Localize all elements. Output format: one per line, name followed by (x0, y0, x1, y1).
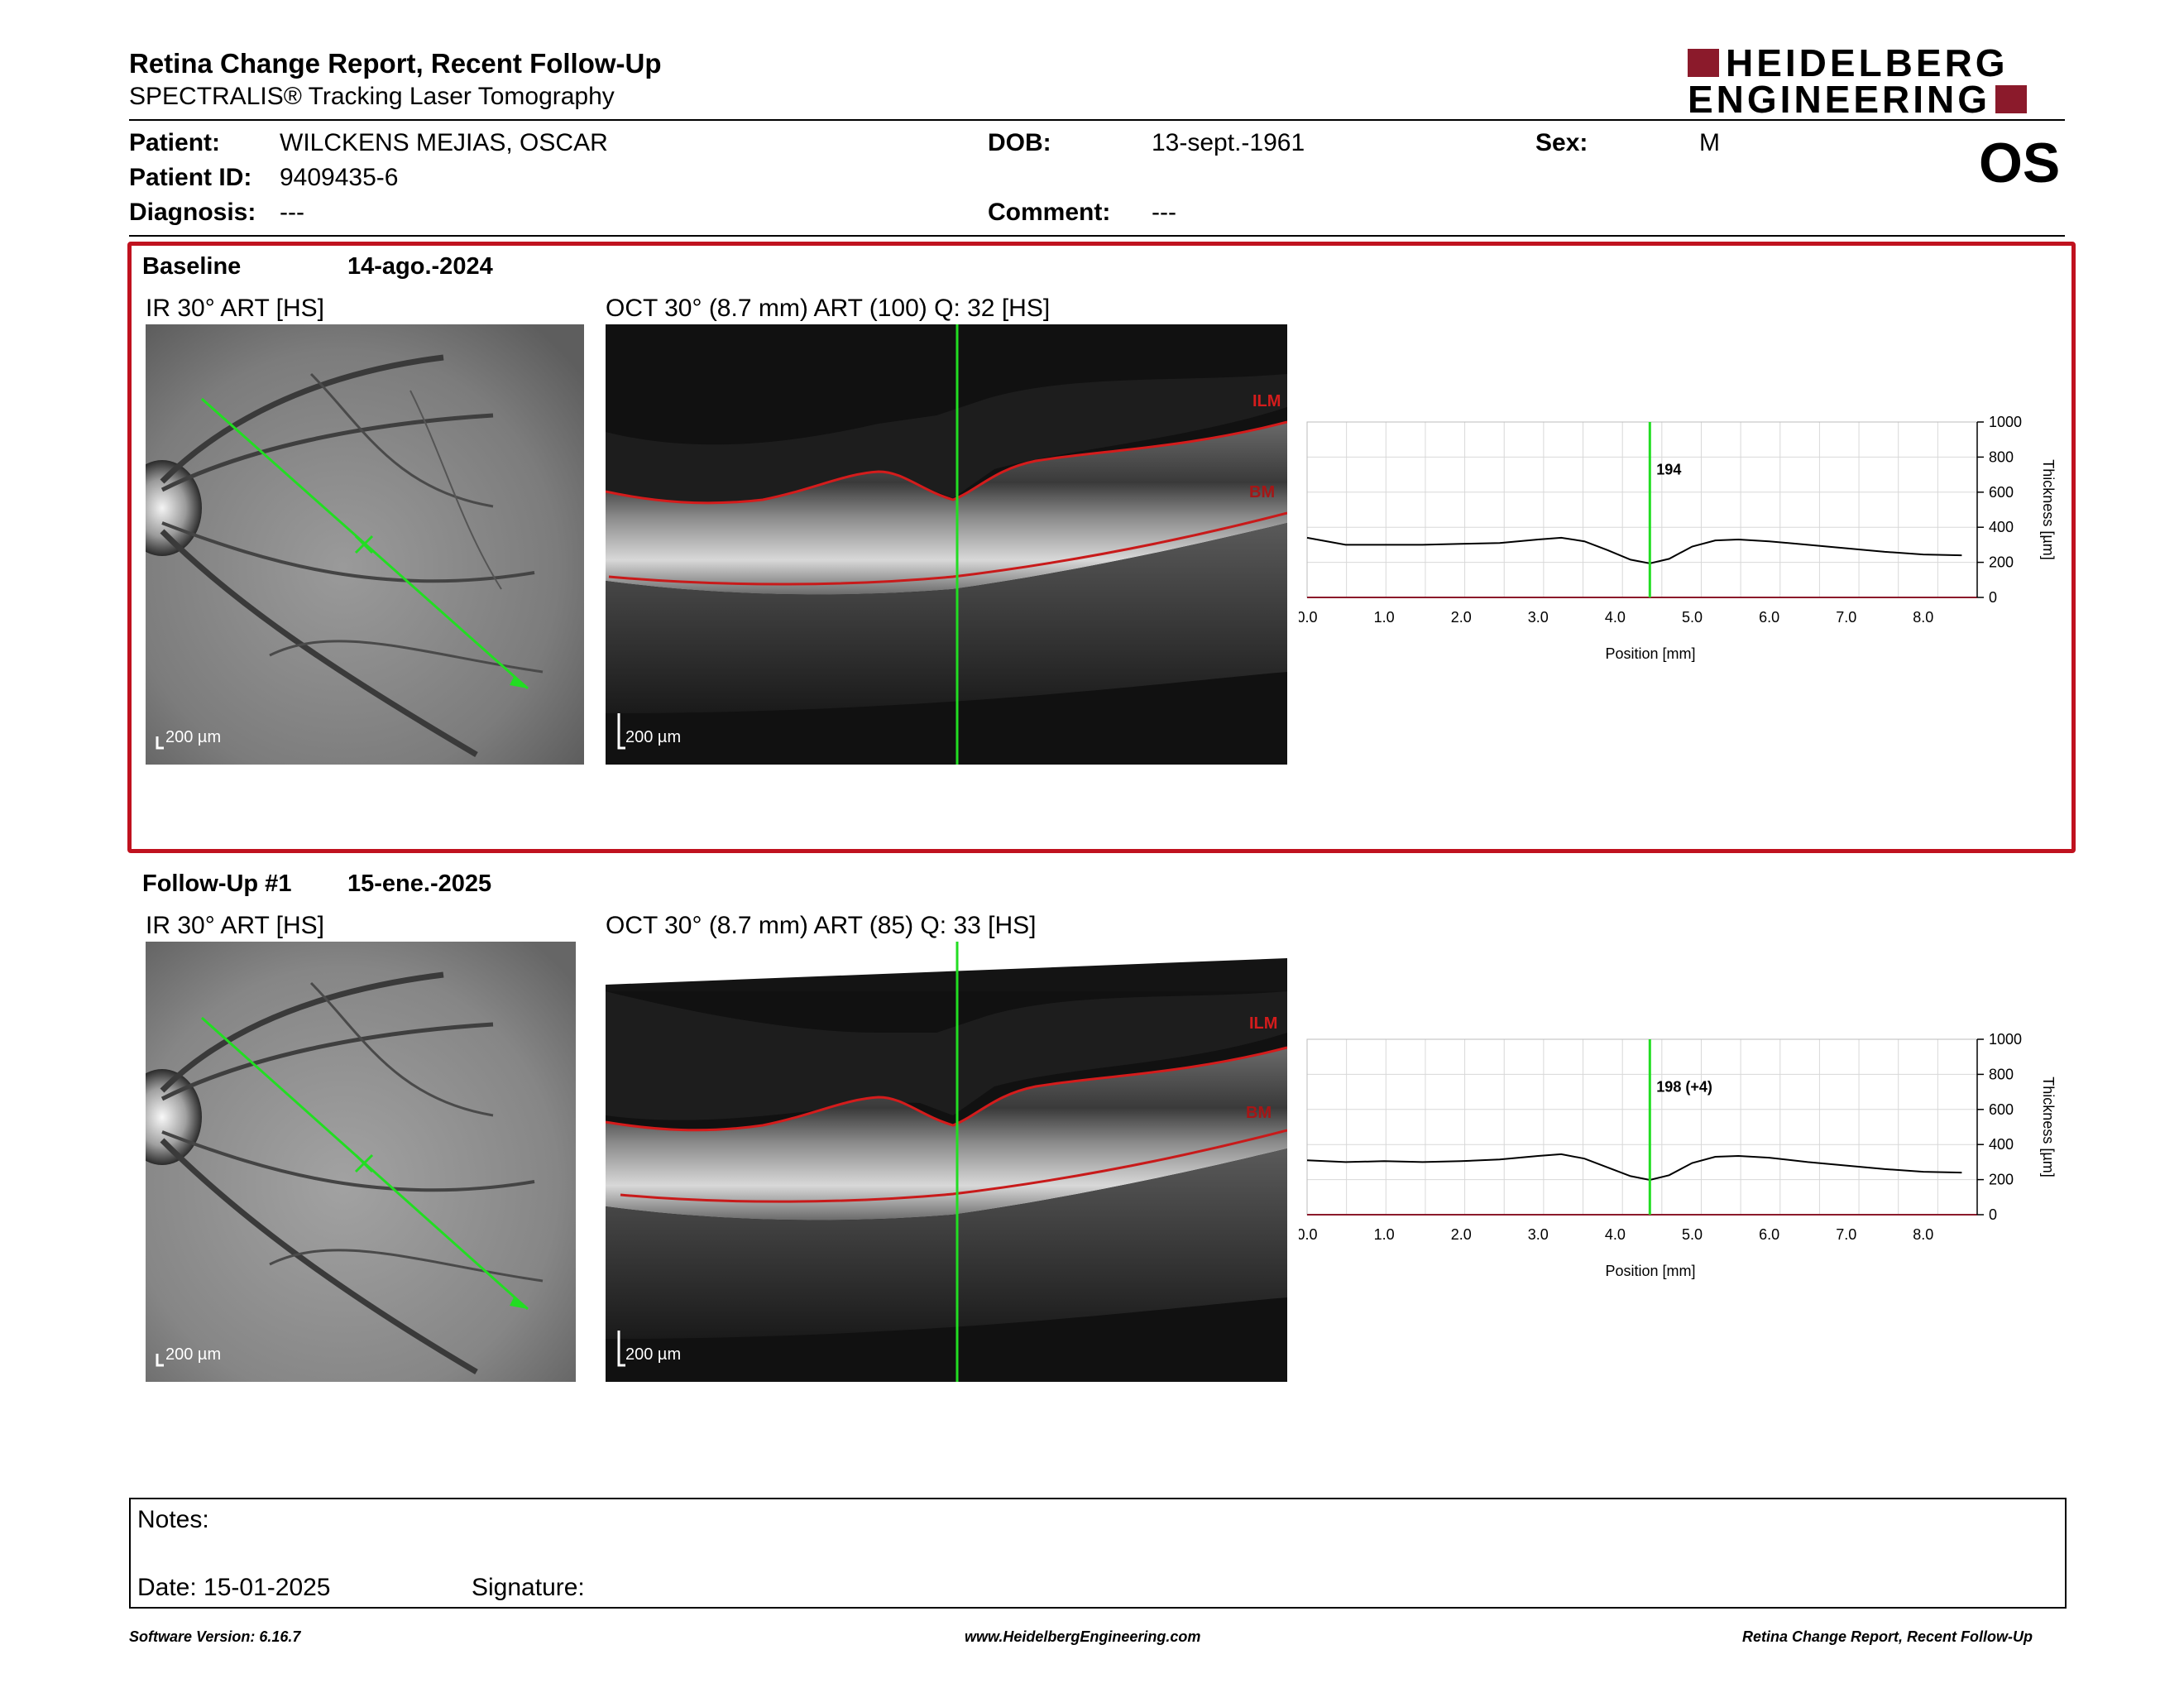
marker-value-label: 198 (+4) (1656, 1079, 1712, 1096)
y-tick-label: 400 (1989, 1136, 2014, 1153)
ir-fundus-image: 200 µm (146, 942, 584, 1382)
thickness-series-line (1306, 536, 1962, 564)
sex-label: Sex: (1535, 129, 1588, 156)
marker-value-label: 194 (1656, 462, 1681, 478)
section-label: Follow-Up #1 (142, 870, 292, 897)
y-tick-label: 1000 (1989, 414, 2022, 430)
bm-label: BM (1246, 1104, 1272, 1122)
header-divider (129, 119, 2065, 121)
x-tick-label: 0.0 (1299, 609, 1318, 626)
oct-bscan-image: ILM BM 200 µm (606, 324, 1287, 765)
ilm-label: ILM (1252, 392, 1281, 410)
signature-label: Signature: (472, 1574, 585, 1601)
oct-image-title: OCT 30° (8.7 mm) ART (85) Q: 33 [HS] (606, 912, 1037, 939)
ir-image-title: IR 30° ART [HS] (146, 295, 324, 322)
notes-box[interactable]: Notes: Date: 15-01-2025 Signature: (129, 1498, 2067, 1609)
diagnosis-value: --- (280, 199, 304, 226)
sex-value: M (1699, 129, 1720, 156)
logo-line2: ENGINEERING (1688, 78, 1991, 121)
footer-report-name: Retina Change Report, Recent Follow-Up (1742, 1628, 2033, 1645)
x-tick-label: 4.0 (1605, 609, 1626, 626)
bm-label: BM (1249, 483, 1276, 501)
patient-divider (129, 235, 2065, 237)
notes-label: Notes: (137, 1506, 209, 1533)
x-tick-label: 3.0 (1528, 1226, 1549, 1243)
y-tick-label: 800 (1989, 448, 2014, 465)
thickness-series-line (1306, 1153, 1962, 1182)
y-axis-label: Thickness [µm] (2040, 459, 2057, 559)
ilm-label: ILM (1249, 1014, 1278, 1033)
ir-scale-label: 200 µm (165, 1345, 222, 1364)
y-tick-label: 200 (1989, 1172, 2014, 1188)
thickness-profile-chart: 0 200 400 600 800 1000 0.0 1.0 2.0 3.0 4.0 5.0 6.0 7.… (1299, 1031, 2057, 1279)
notes-date: Date: 15-01-2025 (137, 1574, 331, 1601)
logo-square-icon (1688, 49, 1719, 77)
x-tick-label: 8.0 (1913, 609, 1933, 626)
x-tick-label: 2.0 (1451, 609, 1472, 626)
diagnosis-label: Diagnosis: (129, 199, 256, 226)
y-tick-label: 0 (1989, 589, 1997, 606)
patient-id: 9409435-6 (280, 164, 399, 191)
dob-value: 13-sept.-1961 (1152, 129, 1305, 156)
patient-name-label: Patient: (129, 129, 221, 156)
x-tick-label: 7.0 (1836, 609, 1856, 626)
y-tick-label: 400 (1989, 519, 2014, 535)
footer-website[interactable]: www.HeidelbergEngineering.com (965, 1628, 1201, 1645)
ir-image-title: IR 30° ART [HS] (146, 912, 324, 939)
oct-graphic (606, 942, 1287, 1382)
x-tick-label: 2.0 (1451, 1226, 1472, 1243)
x-tick-label: 5.0 (1682, 1226, 1703, 1243)
x-tick-label: 0.0 (1299, 1226, 1318, 1243)
ir-scale-label: 200 µm (165, 728, 222, 746)
section-label: Baseline (142, 253, 242, 280)
logo-line1: HEIDELBERG (1726, 41, 2009, 84)
x-tick-label: 6.0 (1759, 609, 1779, 626)
fundus-graphic (146, 942, 584, 1382)
footer-software-version: Software Version: 6.16.7 (129, 1628, 301, 1645)
chart-grid (1306, 1038, 1978, 1216)
logo-square-icon (1995, 85, 2028, 113)
comment-value: --- (1152, 199, 1176, 226)
section-date: 15-ene.-2025 (347, 870, 492, 897)
oct-scale-label: 200 µm (625, 728, 682, 746)
oct-graphic (606, 324, 1287, 765)
report-subtitle: SPECTRALIS® Tracking Laser Tomography (129, 83, 615, 110)
x-axis-label: Position [mm] (1605, 1263, 1695, 1279)
x-tick-label: 3.0 (1528, 609, 1549, 626)
oct-scale-label: 200 µm (625, 1345, 682, 1364)
plot-frame (1306, 421, 1978, 598)
eye-indicator: OS (1979, 132, 2061, 194)
comment-label: Comment: (988, 199, 1111, 226)
x-tick-label: 1.0 (1374, 1226, 1395, 1243)
patient-name: WILCKENS MEJIAS, OSCAR (280, 129, 608, 156)
oct-bscan-image: ILM BM 200 µm (606, 942, 1287, 1382)
dob-label: DOB: (988, 129, 1051, 156)
y-tick-label: 200 (1989, 554, 2014, 571)
x-tick-label: 1.0 (1374, 609, 1395, 626)
x-tick-label: 5.0 (1682, 609, 1703, 626)
y-tick-label: 600 (1989, 484, 2014, 501)
thickness-profile-chart: 0 200 400 600 800 1000 0.0 1.0 2.0 3.0 4.0 5.0 6.0 7.… (1299, 414, 2057, 662)
x-axis-label: Position [mm] (1605, 645, 1695, 662)
x-tick-label: 8.0 (1913, 1226, 1933, 1243)
y-axis-label: Thickness [µm] (2040, 1077, 2057, 1177)
chart-grid (1306, 421, 1978, 598)
patient-id-label: Patient ID: (129, 164, 252, 191)
x-tick-label: 6.0 (1759, 1226, 1779, 1243)
baseline-highlight-box (127, 242, 2076, 853)
y-tick-label: 800 (1989, 1066, 2014, 1082)
y-tick-label: 1000 (1989, 1031, 2022, 1048)
plot-frame (1306, 1038, 1978, 1216)
y-tick-label: 600 (1989, 1101, 2014, 1118)
oct-image-title: OCT 30° (8.7 mm) ART (100) Q: 32 [HS] (606, 295, 1051, 322)
section-date: 14-ago.-2024 (347, 253, 493, 280)
report-title: Retina Change Report, Recent Follow-Up (129, 48, 662, 79)
ir-fundus-image: 200 µm (146, 324, 584, 765)
fundus-graphic (146, 324, 584, 765)
x-tick-label: 7.0 (1836, 1226, 1856, 1243)
x-tick-label: 4.0 (1605, 1226, 1626, 1243)
y-tick-label: 0 (1989, 1206, 1997, 1223)
